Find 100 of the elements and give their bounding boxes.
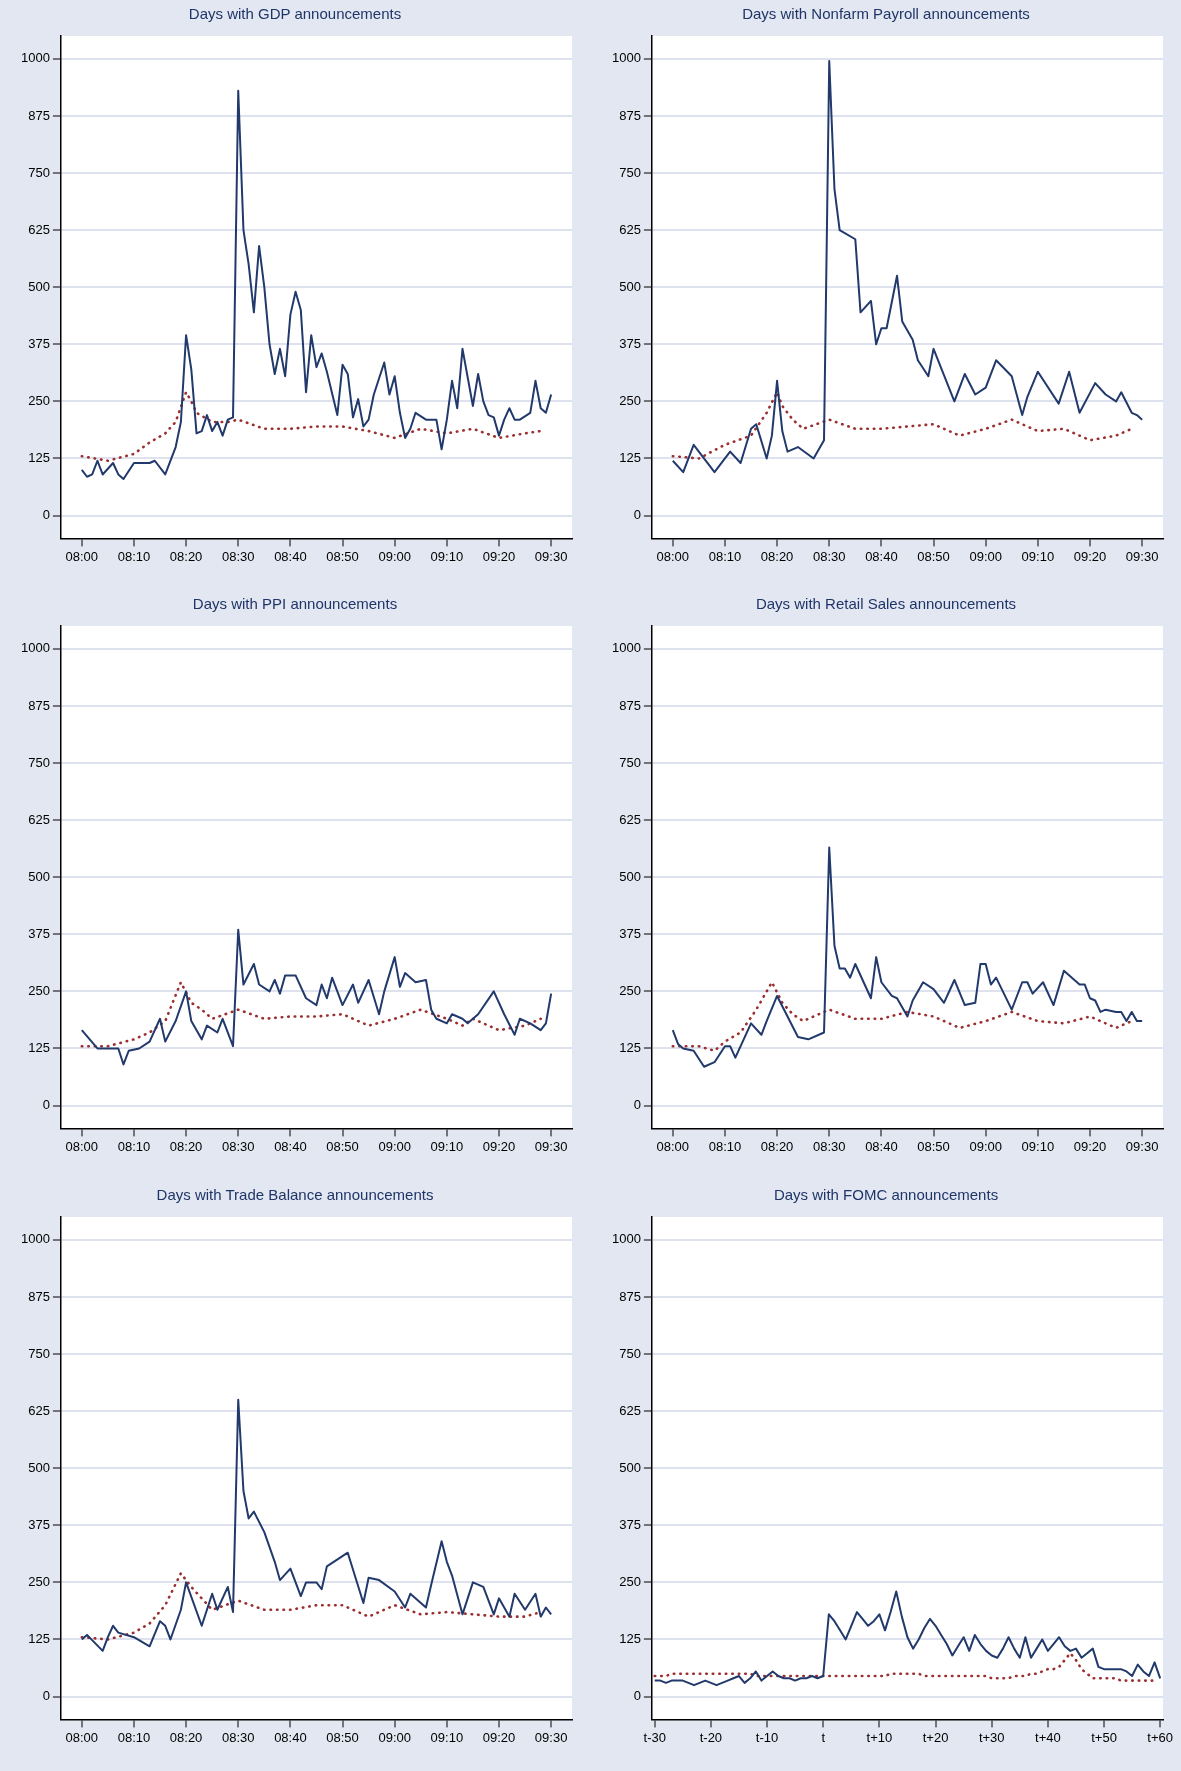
y-tick-label: 625	[618, 812, 641, 828]
y-tick-label: 250	[28, 983, 50, 999]
y-tick-label: 250	[618, 392, 641, 408]
y-tick-label: 500	[28, 278, 50, 294]
line-series	[670, 981, 1133, 1053]
y-tick-label: 125	[28, 450, 50, 466]
chart-title: Days with FOMC announcements	[773, 1185, 998, 1203]
y-tick-label: 500	[28, 1459, 50, 1475]
x-tick-label: 08:10	[708, 548, 741, 564]
x-tick-label: t+30	[978, 1729, 1005, 1745]
y-tick-label: 0	[633, 507, 641, 523]
y-tick-label: 500	[618, 1459, 641, 1475]
x-tick-label: 08:10	[117, 1139, 151, 1155]
x-tick-label: 08:50	[326, 1139, 359, 1155]
y-tick-label: 0	[42, 507, 50, 523]
x-tick-label: t-10	[755, 1729, 778, 1745]
y-tick-label: 625	[28, 1402, 50, 1418]
x-tick-label: 08:30	[221, 1729, 255, 1745]
x-tick-label: 09:00	[378, 548, 411, 564]
x-tick-label: 08:50	[916, 548, 950, 564]
y-tick-label: 0	[633, 1687, 641, 1703]
x-tick-label: 09:00	[378, 1729, 411, 1745]
y-tick-label: 1000	[21, 50, 50, 66]
line-series	[652, 1651, 1156, 1682]
x-tick-label: 08:50	[326, 1729, 359, 1745]
x-tick-label: 09:30	[534, 1729, 568, 1745]
x-tick-label: 09:20	[482, 1139, 516, 1155]
x-tick-label: 09:20	[1073, 1139, 1106, 1155]
x-tick-label: 08:20	[760, 548, 793, 564]
x-tick-label: 09:10	[1021, 1139, 1054, 1155]
y-tick-label: 625	[618, 1402, 641, 1418]
x-tick-label: t+10	[866, 1729, 892, 1745]
y-tick-label: 250	[618, 983, 641, 999]
x-tick-label: 09:30	[534, 548, 568, 564]
x-tick-label: 08:50	[326, 548, 359, 564]
y-tick-label: 625	[28, 221, 50, 237]
y-tick-label: 375	[618, 926, 641, 942]
y-tick-label: 875	[28, 107, 50, 123]
y-tick-label: 375	[618, 1516, 641, 1532]
x-tick-label: 08:20	[169, 1729, 203, 1745]
x-tick-label: 08:10	[117, 1729, 151, 1745]
x-tick-label: t+50	[1090, 1729, 1117, 1745]
x-tick-label: 08:30	[812, 1139, 846, 1155]
x-tick-label: 08:10	[708, 1139, 741, 1155]
y-tick-label: 375	[28, 1516, 50, 1532]
y-tick-label: 875	[28, 697, 50, 713]
y-tick-label: 625	[28, 812, 50, 828]
y-tick-label: 875	[618, 697, 641, 713]
y-tick-label: 250	[28, 392, 50, 408]
x-tick-label: 09:30	[1125, 548, 1158, 564]
y-tick-label: 750	[28, 164, 50, 180]
y-tick-label: 750	[618, 164, 641, 180]
x-tick-label: 08:40	[864, 548, 898, 564]
x-tick-label: 08:50	[916, 1139, 950, 1155]
chart-title: Days with Retail Sales announcements	[755, 595, 1016, 613]
x-tick-label: t-30	[643, 1729, 666, 1745]
x-tick-label: 08:20	[760, 1139, 793, 1155]
y-tick-label: 125	[618, 450, 641, 466]
y-tick-label: 750	[28, 1345, 50, 1361]
y-tick-label: 1000	[611, 50, 641, 66]
x-tick-label: 09:00	[968, 1139, 1002, 1155]
y-tick-label: 125	[618, 1630, 641, 1646]
y-tick-label: 1000	[21, 640, 50, 656]
y-tick-label: 375	[28, 335, 50, 351]
x-tick-label: 08:10	[117, 548, 151, 564]
x-tick-label: 09:20	[482, 1729, 516, 1745]
x-tick-label: 09:20	[1073, 548, 1106, 564]
y-tick-label: 875	[28, 1288, 50, 1304]
chart-title: Days with PPI announcements	[192, 595, 398, 613]
x-tick-label: 09:00	[968, 548, 1002, 564]
y-tick-label: 125	[618, 1040, 641, 1056]
y-tick-label: 500	[28, 869, 50, 885]
x-tick-label: 08:20	[169, 548, 203, 564]
x-tick-label: 08:30	[812, 548, 846, 564]
x-tick-label: t+40	[1034, 1729, 1061, 1745]
x-tick-label: t	[820, 1729, 825, 1745]
line-series	[80, 390, 543, 463]
y-tick-label: 375	[618, 335, 641, 351]
y-tick-label: 375	[28, 926, 50, 942]
x-tick-label: 08:20	[169, 1139, 203, 1155]
y-tick-label: 625	[618, 221, 641, 237]
y-tick-label: 750	[28, 754, 50, 770]
x-tick-label: t+60	[1146, 1729, 1173, 1745]
line-series	[80, 981, 543, 1048]
x-tick-label: 08:40	[274, 1729, 307, 1745]
y-tick-label: 750	[618, 754, 641, 770]
y-tick-label: 250	[28, 1573, 50, 1589]
x-tick-label: 09:10	[430, 1729, 464, 1745]
x-tick-label: 09:10	[1021, 548, 1054, 564]
x-tick-label: 09:30	[1125, 1139, 1158, 1155]
x-tick-label: 08:00	[65, 548, 99, 564]
x-tick-label: 09:10	[430, 548, 464, 564]
y-tick-label: 875	[618, 1288, 641, 1304]
x-tick-label: 08:40	[274, 1139, 307, 1155]
x-tick-label: t+20	[922, 1729, 948, 1745]
x-tick-label: 08:00	[656, 548, 689, 564]
y-tick-label: 875	[618, 107, 641, 123]
y-tick-label: 1000	[611, 640, 641, 656]
y-tick-label: 125	[28, 1040, 50, 1056]
x-tick-label: 09:30	[534, 1139, 568, 1155]
